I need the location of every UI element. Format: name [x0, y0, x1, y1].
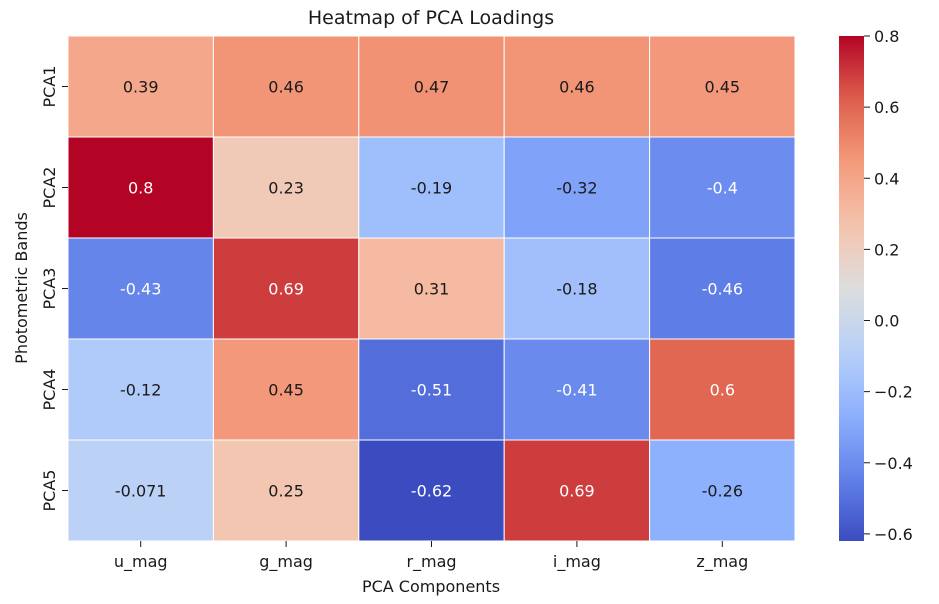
cell-value-label: -0.62	[411, 482, 452, 501]
cell-value-label: 0.47	[414, 78, 450, 97]
heatmap-cell	[358, 136, 505, 239]
heatmap-cell	[503, 35, 651, 138]
heatmap-cell	[649, 439, 796, 542]
cell-value-label: 0.46	[268, 78, 304, 97]
colorbar-tick-label: 0.2	[874, 240, 899, 259]
colorbar-tick-label: 0.6	[874, 98, 899, 117]
heatmap-cell	[212, 439, 360, 542]
cell-value-label: 0.39	[123, 78, 159, 97]
heatmap-cell	[67, 35, 214, 138]
heatmap-cell	[358, 237, 505, 340]
cell-value-label: 0.45	[268, 381, 304, 400]
heatmap-cell	[649, 237, 796, 340]
colorbar	[839, 36, 864, 541]
cell-value-label: 0.8	[128, 179, 153, 198]
y-axis-label: Photometric Bands	[12, 212, 31, 364]
cell-value-label: -0.19	[411, 179, 452, 198]
cell-value-label: -0.46	[702, 280, 743, 299]
y-axis-ticks: PCA1 PCA2 PCA3 PCA4 PCA5	[40, 66, 68, 512]
cell-value-label: -0.4	[707, 179, 738, 198]
colorbar-tick-label: −0.2	[874, 383, 913, 402]
x-tick-label: z_mag	[696, 552, 748, 572]
cell-value-label: -0.51	[411, 381, 452, 400]
heatmap-cell	[358, 35, 505, 138]
x-axis-label: PCA Components	[362, 577, 500, 596]
heatmap-cell	[503, 338, 651, 441]
cell-value-label: 0.6	[710, 381, 735, 400]
cell-value-label: -0.071	[115, 482, 167, 501]
heatmap-cell	[649, 338, 796, 441]
heatmap-cell-labels: 0.39 0.46 0.47 0.46 0.45 0.8 0.23 -0.19 -0.32 -0.…	[115, 78, 743, 501]
cell-value-label: -0.32	[556, 179, 597, 198]
x-tick-label: i_mag	[553, 552, 601, 572]
heatmap-cell	[358, 338, 505, 441]
cell-value-label: -0.43	[120, 280, 161, 299]
heatmap-cell	[212, 338, 360, 441]
cell-value-label: -0.26	[702, 482, 743, 501]
colorbar-tick-label: −0.4	[874, 454, 913, 473]
chart-title: Heatmap of PCA Loadings	[308, 7, 554, 29]
heatmap-cell	[67, 136, 214, 239]
heatmap-cell	[212, 35, 360, 138]
cell-value-label: 0.69	[559, 482, 595, 501]
cell-value-label: 0.31	[414, 280, 450, 299]
y-tick-label: PCA3	[40, 268, 59, 310]
heatmap-cell	[212, 237, 360, 340]
cell-value-label: -0.18	[556, 280, 597, 299]
heatmap-cells	[67, 35, 796, 542]
heatmap-cell	[67, 439, 214, 542]
x-tick-label: u_mag	[114, 552, 168, 572]
y-tick-label: PCA5	[40, 470, 59, 512]
colorbar-tick-label: −0.6	[874, 525, 913, 544]
colorbar-tick-label: 0.4	[874, 169, 899, 188]
y-tick-label: PCA4	[40, 369, 59, 411]
cell-value-label: 0.23	[268, 179, 304, 198]
colorbar-tick-label: 0.8	[874, 27, 899, 46]
heatmap-cell	[503, 237, 651, 340]
y-tick-label: PCA2	[40, 167, 59, 209]
x-axis-ticks: u_mag g_mag r_mag i_mag z_mag	[114, 541, 748, 572]
heatmap-cell	[649, 35, 796, 138]
heatmap-cell	[649, 136, 796, 239]
cell-value-label: 0.46	[559, 78, 595, 97]
colorbar-ticks: 0.8 0.6 0.4 0.2 0.0 −0.2 −0.4 −0.6	[864, 27, 913, 544]
cell-value-label: 0.25	[268, 482, 304, 501]
x-tick-label: g_mag	[259, 552, 313, 572]
y-tick-label: PCA1	[40, 66, 59, 108]
colorbar-tick-label: 0.0	[874, 312, 899, 331]
cell-value-label: 0.69	[268, 280, 304, 299]
cell-value-label: -0.41	[556, 381, 597, 400]
x-tick-label: r_mag	[406, 552, 456, 572]
cell-value-label: -0.12	[120, 381, 161, 400]
cell-value-label: 0.45	[704, 78, 740, 97]
heatmap-cell	[358, 439, 505, 542]
